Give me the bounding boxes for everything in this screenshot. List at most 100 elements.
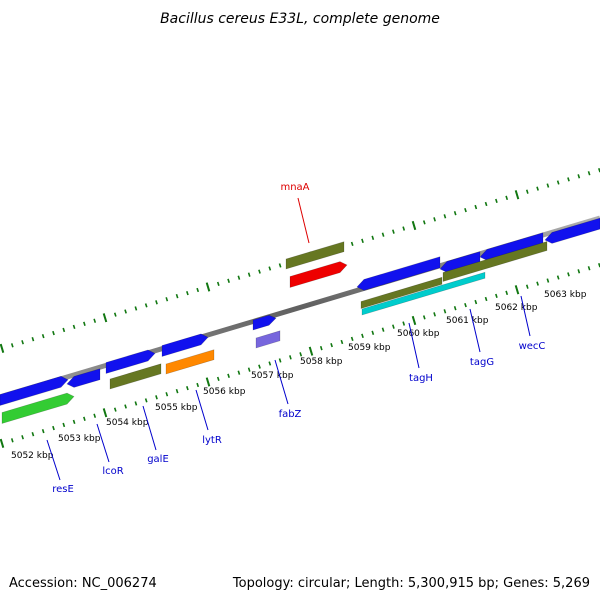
minor-tick [144, 303, 148, 308]
tick-label: 5056 kbp [203, 387, 246, 397]
minor-tick [556, 275, 560, 280]
minor-tick [247, 367, 251, 372]
minor-tick [10, 438, 14, 443]
minor-tick [567, 272, 570, 277]
minor-tick [175, 388, 179, 394]
gene-feature [165, 349, 215, 375]
minor-tick [433, 312, 436, 317]
minor-tick [124, 404, 127, 409]
minor-tick [10, 343, 14, 348]
gene-leader-line [46, 439, 61, 481]
minor-tick [443, 214, 447, 219]
minor-tick [165, 297, 169, 302]
minor-tick [196, 287, 200, 293]
minor-tick [505, 195, 509, 201]
minor-tick [484, 201, 488, 207]
tick-label: 5060 kbp [397, 329, 440, 339]
tick-label: 5063 kbp [544, 290, 587, 300]
minor-tick [505, 290, 509, 296]
minor-tick [381, 232, 385, 237]
gene-label-lytr: lytR [202, 435, 222, 446]
minor-tick [484, 296, 488, 302]
major-tick [514, 285, 520, 295]
minor-tick [495, 293, 498, 299]
minor-tick [289, 355, 292, 360]
minor-tick [587, 266, 591, 271]
gene-label-wecc: wecC [519, 341, 546, 352]
minor-tick [536, 281, 539, 286]
minor-tick [392, 229, 395, 234]
major-tick [102, 313, 108, 323]
gene-label-tagg: tagG [470, 357, 494, 368]
gene-feature [161, 333, 209, 357]
gene-feature [356, 256, 441, 291]
minor-tick [556, 180, 560, 185]
tick-label: 5052 kbp [11, 451, 54, 461]
major-tick [0, 343, 5, 353]
minor-tick [21, 435, 24, 440]
gene-label-fabz: fabZ [279, 409, 302, 420]
minor-tick [392, 324, 395, 329]
minor-tick [278, 358, 282, 363]
minor-tick [536, 186, 539, 191]
minor-tick [62, 327, 66, 333]
minor-tick [299, 352, 303, 357]
feature-track [0, 217, 600, 424]
inner-tick-ring [0, 263, 600, 448]
minor-tick [31, 337, 35, 342]
minor-tick [216, 376, 220, 382]
accession-label: Accession: NC_006274 [9, 576, 157, 591]
major-tick [411, 315, 417, 326]
minor-tick [453, 306, 457, 311]
gene-label-gale: galE [147, 454, 169, 465]
minor-tick [258, 269, 261, 274]
minor-tick [196, 382, 200, 388]
minor-tick [495, 198, 498, 204]
gene-leader-line [408, 322, 420, 369]
minor-tick [268, 266, 272, 271]
minor-tick [247, 272, 251, 277]
minor-tick [83, 416, 86, 421]
minor-tick [474, 299, 478, 305]
minor-tick [52, 425, 55, 431]
gene-label-tagh: tagH [409, 373, 433, 384]
minor-tick [361, 333, 364, 339]
gene-feature [0, 375, 69, 406]
minor-tick [155, 395, 158, 400]
minor-tick [227, 373, 230, 378]
minor-tick [371, 330, 375, 335]
gene-feature [105, 349, 156, 374]
minor-tick [52, 330, 55, 336]
gene-feature [285, 241, 345, 270]
tick-label: 5062 kbp [495, 303, 538, 313]
minor-tick [567, 177, 570, 182]
minor-tick [62, 422, 66, 428]
tick-label: 5059 kbp [348, 343, 391, 353]
gene-label-mnaa: mnaA [280, 182, 309, 193]
minor-tick [237, 275, 241, 280]
minor-tick [381, 327, 385, 332]
minor-tick [371, 235, 375, 240]
tick-label: 5055 kbp [155, 403, 198, 413]
minor-tick [21, 340, 24, 345]
major-tick [514, 190, 520, 200]
gene-leader-line [96, 423, 110, 463]
minor-tick [134, 401, 138, 406]
gene-leader-line [142, 405, 157, 451]
minor-tick [587, 171, 591, 176]
tick-label: 5054 kbp [106, 418, 149, 428]
gene-feature [361, 271, 486, 316]
gene-label-lcor: lcoR [102, 466, 123, 477]
minor-tick [319, 345, 323, 351]
minor-tick [422, 220, 426, 225]
major-tick [411, 220, 417, 231]
minor-tick [93, 413, 97, 418]
minor-tick [525, 284, 529, 289]
gene-feature [360, 276, 443, 309]
minor-tick [237, 370, 241, 375]
major-tick [205, 282, 211, 292]
minor-tick [72, 324, 76, 330]
minor-tick [144, 398, 148, 403]
gene-feature [252, 314, 277, 331]
minor-tick [31, 432, 35, 437]
